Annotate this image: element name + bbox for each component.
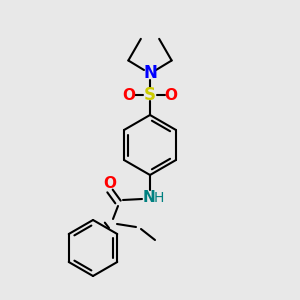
Text: S: S: [144, 86, 156, 104]
Text: N: N: [143, 64, 157, 82]
Text: H: H: [154, 191, 164, 205]
Text: O: O: [122, 88, 136, 103]
Text: O: O: [103, 176, 116, 191]
Text: N: N: [142, 190, 155, 205]
Text: O: O: [164, 88, 178, 103]
